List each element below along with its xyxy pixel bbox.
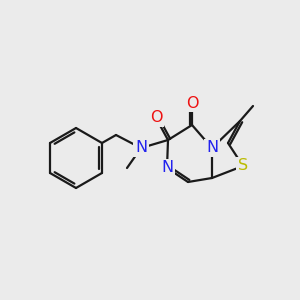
Text: O: O bbox=[150, 110, 162, 125]
Text: O: O bbox=[186, 95, 198, 110]
Text: N: N bbox=[135, 140, 147, 155]
Text: N: N bbox=[206, 140, 218, 155]
Text: N: N bbox=[161, 160, 173, 175]
Text: S: S bbox=[238, 158, 248, 173]
